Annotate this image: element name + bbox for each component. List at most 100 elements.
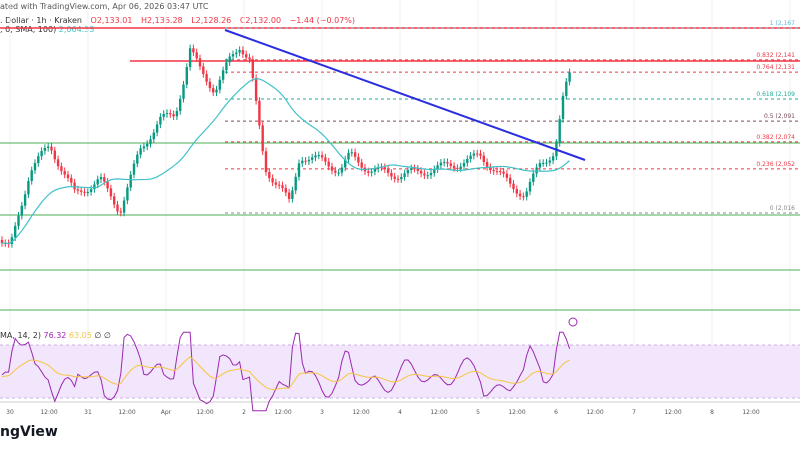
rsi-ma-line — [1, 356, 570, 391]
candle-body — [195, 52, 198, 59]
high: H2,136.28 — [141, 16, 183, 25]
fib-label: 0 (2,016 — [770, 205, 795, 212]
candle-body — [406, 169, 410, 174]
x-axis-label: Apr — [161, 409, 172, 416]
candle-body — [324, 157, 327, 162]
candle-body — [93, 184, 96, 190]
candle-body — [456, 167, 459, 169]
candle-body — [27, 180, 30, 195]
candle-body — [202, 66, 205, 75]
candle-body — [169, 113, 172, 115]
candle-body — [373, 168, 377, 172]
candle-body — [175, 111, 179, 117]
candle-body — [212, 88, 215, 93]
candle-body — [225, 62, 228, 71]
candle-body — [360, 162, 363, 168]
x-axis-label: 2 — [242, 409, 246, 416]
candle-body — [528, 181, 532, 192]
candle-body — [53, 150, 56, 160]
candle-body — [109, 188, 113, 197]
candle-body — [505, 173, 509, 178]
candle-body — [264, 151, 268, 173]
fib-label: 0.5 (2,091 — [764, 113, 795, 120]
candle-body — [218, 79, 221, 90]
candle-body — [423, 173, 426, 176]
candle-body — [116, 204, 119, 212]
candle-body — [185, 66, 188, 85]
candle-body — [330, 166, 334, 171]
candle-body — [149, 139, 152, 144]
x-axis-label: 6 — [554, 409, 558, 416]
candle-body — [495, 171, 499, 173]
candle-body — [390, 172, 393, 177]
symbol: . Dollar · 1h · Kraken — [0, 16, 82, 25]
candle-body — [0, 239, 4, 244]
candle-body — [492, 170, 495, 172]
x-axis-label: 5 — [476, 409, 480, 416]
candle-body — [413, 168, 416, 170]
candle-body — [198, 58, 202, 67]
candle-body — [47, 146, 50, 148]
candle-body — [20, 205, 23, 216]
candle-body — [466, 158, 469, 164]
candle-body — [208, 81, 212, 89]
candle-body — [489, 167, 492, 171]
candle-body — [287, 192, 291, 199]
candle-body — [314, 155, 317, 158]
candle-body — [459, 166, 462, 169]
x-axis-label: 12:00 — [274, 409, 291, 416]
candle-body — [89, 189, 93, 192]
candle-body — [76, 189, 80, 191]
candle-body — [63, 171, 66, 175]
candle-body — [241, 50, 245, 55]
candle-body — [304, 160, 307, 162]
trend-line — [224, 29, 586, 161]
candle-body — [294, 176, 297, 191]
candle-body — [192, 48, 195, 53]
candle-body — [433, 169, 436, 174]
candle-body — [436, 165, 439, 170]
candle-body — [188, 48, 192, 67]
candle-body — [43, 147, 47, 151]
candle-body — [136, 154, 139, 164]
candle-body — [393, 176, 396, 179]
candle-body — [386, 169, 390, 173]
candle-body — [268, 172, 271, 179]
x-axis-label: 12:00 — [40, 409, 57, 416]
x-axis-label: 12:00 — [586, 409, 603, 416]
candle-body — [278, 184, 281, 186]
candle-body — [558, 119, 561, 143]
candle-body — [462, 163, 466, 167]
candle-body — [545, 162, 548, 164]
close: C2,132.00 — [239, 16, 282, 25]
candle-body — [10, 237, 14, 245]
sma-legend: , 0, SMA, 100) 2,064.33 — [0, 25, 94, 34]
candle-body — [73, 182, 76, 190]
candle-body — [449, 163, 452, 166]
candle-body — [106, 181, 109, 189]
candle-body — [126, 187, 129, 201]
candle-body — [439, 162, 443, 166]
candle-body — [403, 173, 406, 178]
x-axis-label: 8 — [710, 409, 714, 416]
candle-body — [307, 159, 311, 162]
fib-label: 1 (2,167 — [770, 20, 795, 27]
candle-body — [182, 84, 185, 99]
candle-body — [281, 185, 284, 189]
rsi-ma: 63.05 — [68, 331, 92, 340]
candle-body — [518, 193, 522, 197]
candle-body — [482, 155, 485, 163]
candle-body — [327, 161, 330, 167]
candle-body — [162, 113, 165, 117]
candle-body — [515, 189, 518, 194]
candle-body — [165, 113, 169, 115]
x-axis-label: 12:00 — [196, 409, 213, 416]
candle-body — [132, 163, 136, 175]
candle-body — [340, 167, 344, 173]
candle-body — [291, 190, 294, 199]
candle-body — [452, 165, 456, 168]
fib-label: 0.618 (2,109 — [756, 91, 795, 98]
candle-body — [469, 155, 472, 159]
candle-body — [472, 153, 476, 156]
